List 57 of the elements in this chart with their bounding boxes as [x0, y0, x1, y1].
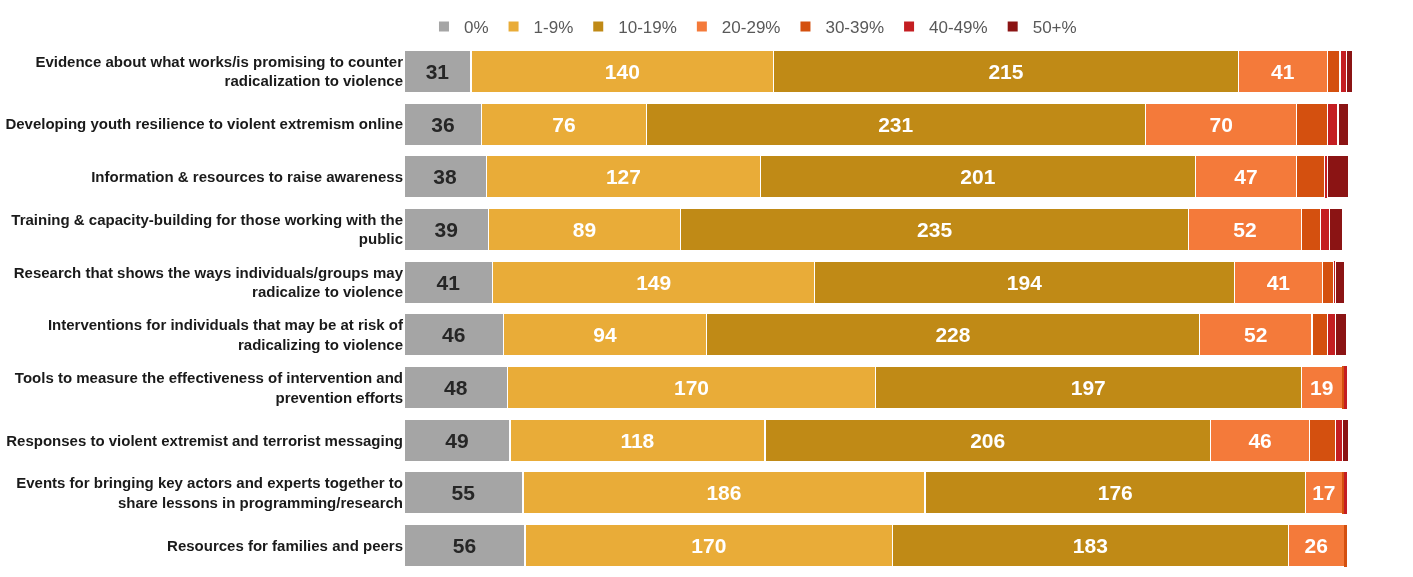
y-tick-label: Training & capacity-building for those working with the public [11, 210, 403, 248]
data-label: 41 [436, 270, 461, 294]
legend-label: 0% [463, 18, 489, 38]
y-tick-label: Developing youth resilience to violent extremism online [5, 115, 403, 133]
data-label: 176 [1097, 481, 1133, 505]
data-label: 36 [431, 112, 455, 136]
y-tick-label: Tools to measure the effectiveness of intervention and prevention efforts [14, 369, 403, 406]
legend-label: 10-19% [618, 18, 677, 38]
legend-label: 30-39% [825, 18, 885, 38]
data-label: 94 [593, 323, 617, 347]
legend-label: 1-9% [533, 18, 574, 38]
data-label: 206 [970, 428, 1006, 452]
data-label: 149 [636, 270, 672, 294]
y-tick-label: Evidence about what works/is promising to counter radicalization to violence [35, 52, 404, 90]
data-label: 46 [442, 323, 466, 347]
legend-label: 50+% [1032, 18, 1077, 38]
data-label: 140 [604, 59, 640, 83]
data-label: 127 [605, 165, 641, 189]
data-label: 52 [1233, 217, 1257, 241]
y-tick-label: Research that shows the ways individuals/groups may radicalize to violence [13, 263, 404, 301]
data-label: 76 [552, 112, 576, 136]
data-label: 26 [1304, 534, 1328, 558]
data-label: 46 [1248, 428, 1272, 452]
data-label: 48 [444, 376, 468, 400]
data-label: 170 [674, 376, 710, 400]
data-label: 41 [1270, 59, 1295, 83]
data-label: 194 [1006, 270, 1043, 294]
y-tick-label: Resources for families and peers [167, 536, 403, 554]
y-tick-label: Information & resources to raise awareness [91, 168, 403, 185]
data-label: 49 [445, 428, 469, 452]
data-label: 55 [451, 481, 476, 505]
data-label: 89 [572, 217, 597, 241]
data-label: 183 [1072, 534, 1108, 558]
legend-label: 20-29% [721, 18, 781, 38]
data-label: 19 [1310, 376, 1334, 400]
data-label: 228 [935, 323, 971, 347]
data-label: 31 [425, 59, 450, 83]
data-label: 118 [620, 428, 655, 452]
data-label: 47 [1234, 165, 1258, 189]
y-tick-label: Interventions for individuals that may be at risk of radicalizing to violence [47, 316, 404, 353]
data-label: 17 [1312, 481, 1336, 505]
y-tick-label: Responses to violent extremist and terrorist messaging [6, 431, 403, 449]
data-label: 52 [1244, 323, 1268, 347]
data-label: 39 [434, 217, 458, 241]
data-label: 56 [452, 534, 477, 558]
data-label: 186 [706, 481, 742, 505]
data-label: 197 [1070, 376, 1106, 400]
legend-label: 40-49% [929, 18, 988, 38]
y-tick-label: Events for bringing key actors and experts together to share lessons in programming/research [16, 474, 403, 511]
data-label: 38 [433, 165, 457, 189]
data-label: 201 [960, 165, 996, 189]
data-label: 235 [917, 217, 953, 241]
data-label: 70 [1209, 112, 1233, 136]
data-label: 231 [878, 112, 914, 136]
data-label: 41 [1266, 270, 1291, 294]
data-label: 215 [988, 59, 1024, 83]
data-label: 170 [691, 534, 727, 558]
